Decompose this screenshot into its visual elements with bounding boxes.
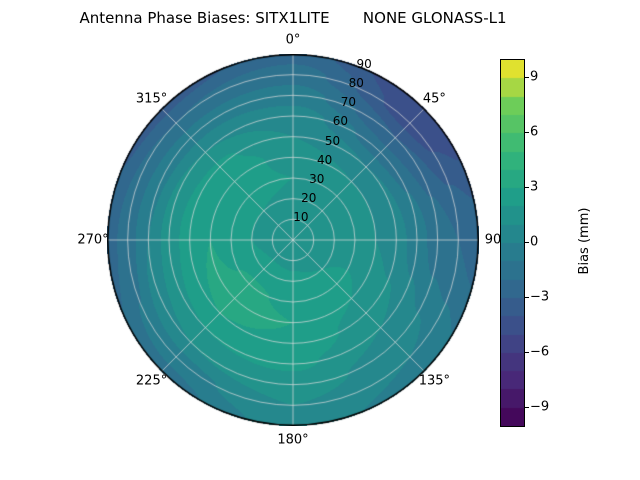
angular-tick-label: 270° [77,232,109,248]
angular-tick-label: 180° [277,432,309,448]
angular-tick-label: 135° [418,373,451,389]
radial-tick-label: 70 [340,95,356,110]
radial-tick-label: 60 [332,114,349,129]
radial-tick-label: 50 [324,133,341,148]
colorbar-tick-label: 0 [530,234,539,250]
angular-tick-label: 90 [484,232,502,248]
colorbar-tick-label: −9 [530,399,550,415]
colorbar-tick-mark [525,187,529,189]
colorbar [500,59,525,427]
radial-tick-label: 10 [293,209,309,224]
colorbar-tick-label: −3 [530,289,550,305]
angular-tick-label: 315° [135,91,168,107]
colorbar-tick-mark [525,77,529,79]
colorbar-tick-label: 9 [530,69,539,85]
colorbar-tick-mark [525,351,529,353]
radial-tick-label: 80 [348,76,364,91]
radial-tick-label: 20 [301,190,317,205]
angular-tick-label: 225° [135,373,168,389]
angular-tick-label: 0° [285,32,301,48]
colorbar-tick-mark [525,242,529,243]
radial-tick-label: 40 [316,152,333,167]
colorbar-tick-mark [525,132,529,134]
colorbar-tick-mark [525,296,529,298]
angular-tick-label: 45° [422,91,446,107]
colorbar-tick-mark [525,406,529,408]
colorbar-tick-label: 6 [530,124,539,140]
radial-tick-label: 30 [309,171,325,186]
radial-tick-label: 90 [356,57,372,72]
colorbar-tick-label: −6 [530,344,550,360]
colorbar-tick-label: 3 [530,179,539,195]
figure-title: Antenna Phase Biases: SITX1LITE NONE GLO… [79,9,507,27]
colorbar-axis-label: Bias (mm) [577,207,592,275]
polar-contour-plot [107,54,479,426]
